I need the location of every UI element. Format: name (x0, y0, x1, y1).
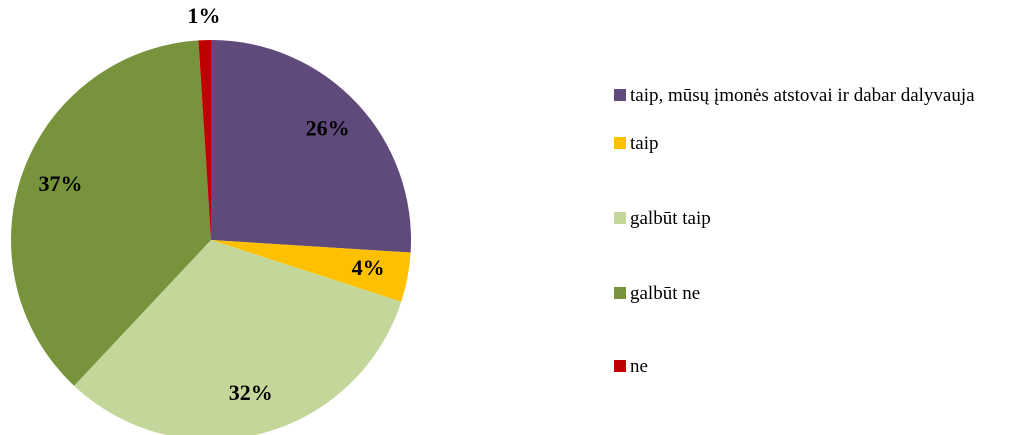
data-label: 37% (38, 171, 82, 196)
legend-item: galbūt ne (614, 281, 1014, 306)
legend-swatch (614, 89, 626, 101)
legend-swatch (614, 360, 626, 372)
data-label: 26% (306, 116, 350, 141)
legend-label: taip, mūsų įmonės atstovai ir dabar daly… (630, 85, 975, 106)
legend-label: ne (630, 356, 648, 377)
pie-slice (211, 40, 411, 253)
legend-swatch (614, 287, 626, 299)
pie-slice (10, 40, 212, 386)
legend-label: taip (630, 133, 659, 154)
legend-label: galbūt ne (630, 283, 701, 304)
legend-item: ne (614, 354, 1014, 379)
legend-item: taip (614, 131, 1014, 156)
pie-slice (198, 40, 211, 240)
legend-swatch (614, 212, 626, 224)
legend-item: galbūt taip (614, 206, 1014, 231)
legend-label: galbūt taip (630, 208, 711, 229)
data-label: 1% (188, 3, 221, 28)
data-label: 4% (352, 255, 385, 280)
legend-item: taip, mūsų įmonės atstovai ir dabar daly… (614, 83, 1014, 108)
pie-slice (74, 240, 402, 435)
pie-slice (211, 240, 411, 302)
legend-swatch (614, 137, 626, 149)
data-label: 32% (229, 380, 273, 405)
